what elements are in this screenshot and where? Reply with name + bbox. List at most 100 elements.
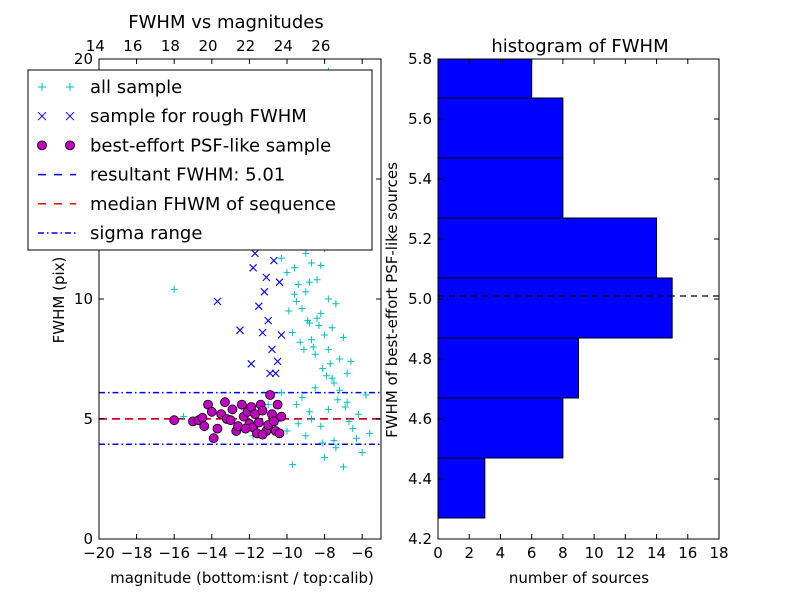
all-sample-point: [307, 259, 315, 267]
histogram-x-ticks: 0 2 4 6 8 10 12 14 16 18: [433, 59, 729, 562]
all-sample-point: [362, 391, 370, 399]
top-tick-label: 20: [198, 37, 217, 55]
rough-sample-point: [275, 278, 284, 287]
all-sample-point: [324, 295, 332, 303]
legend-label: best-effort PSF-like sample: [90, 135, 331, 156]
rough-sample-point: [260, 287, 269, 296]
y-tick-label: 5.2: [408, 230, 432, 248]
histogram-bar: [437, 58, 533, 99]
y-tick-label: 4.2: [408, 530, 432, 548]
rough-sample-point: [273, 357, 282, 366]
psf-sample-point: [197, 412, 208, 423]
all-sample-point: [343, 398, 351, 406]
histogram-y-label: FWHM of best-effort PSF-like sources: [383, 162, 401, 438]
all-sample-point: [264, 401, 272, 409]
all-sample-point: [330, 379, 338, 387]
rough-sample-point: [213, 297, 222, 306]
y-tick-label: 10: [74, 290, 93, 308]
all-sample-point: [277, 254, 285, 262]
all-sample-point: [349, 425, 357, 433]
histogram-y-ticks: 4.2 4.4 4.6 4.8 5.0 5.2 5.4 5.6 5.8: [408, 50, 719, 548]
rough-sample-point: [254, 302, 263, 311]
all-sample-point: [307, 336, 315, 344]
top-tick-label: 16: [123, 37, 142, 55]
all-sample-point: [330, 437, 338, 445]
all-sample-point: [358, 449, 366, 457]
y-tick-label: 5: [83, 410, 93, 428]
legend-entry: median FHWM of sequence: [38, 194, 336, 215]
all-sample-point: [332, 444, 340, 452]
scatter-legend: all sample sample for rough FWHM best-effo…: [27, 69, 373, 251]
x-tick-label: −18: [121, 544, 153, 562]
all-sample-point: [306, 408, 314, 416]
all-sample-point: [319, 439, 327, 447]
all-sample-point: [321, 331, 329, 339]
psf-sample-point: [225, 415, 236, 426]
all-sample-point: [339, 333, 347, 341]
psf-sample-point: [199, 421, 210, 432]
top-tick-label: 26: [311, 37, 330, 55]
legend-label: resultant FWHM: 5.01: [90, 165, 285, 186]
psf-sample-point: [276, 411, 287, 422]
histogram-bar: [437, 397, 564, 459]
x-tick-label: 12: [616, 544, 635, 562]
y-tick-label: 4.6: [408, 410, 432, 428]
all-sample-point: [302, 249, 310, 257]
y-tick-label: 5.6: [408, 110, 432, 128]
scatter-y-label: FWHM (pix): [50, 257, 68, 344]
all-sample-point: [317, 309, 325, 317]
all-sample-point: [326, 360, 334, 368]
legend-label: median FHWM of sequence: [90, 194, 336, 215]
all-sample-point: [322, 372, 330, 380]
psf-sample-point: [265, 390, 275, 400]
all-sample-point: [291, 264, 299, 272]
all-sample-point: [317, 422, 325, 430]
scatter-marks: [99, 67, 381, 471]
legend-label: all sample: [90, 77, 182, 98]
all-sample-point: [321, 453, 329, 461]
all-sample-point: [334, 396, 342, 404]
rough-sample-point: [266, 369, 274, 378]
x-tick-label: 0: [433, 544, 443, 562]
all-sample-point: [298, 393, 306, 401]
psf-sample-point: [208, 433, 219, 444]
all-sample-point: [339, 463, 347, 471]
all-sample-point: [306, 278, 314, 286]
legend-box: [27, 69, 373, 251]
scatter-panel: FWHM vs magnitudes 14 16 18 20 22 24 26 −20 −18…: [27, 12, 382, 587]
all-sample-point: [347, 357, 355, 365]
all-sample-point: [366, 429, 374, 437]
x-tick-label: −8: [314, 544, 336, 562]
all-sample-point: [313, 314, 321, 322]
x-tick-label: −14: [196, 544, 228, 562]
scatter-title: FWHM vs magnitudes: [128, 12, 323, 33]
legend-entry: resultant FWHM: 5.01: [38, 165, 285, 186]
legend-entry: best-effort PSF-like sample: [37, 135, 331, 156]
all-sample-point: [319, 365, 327, 373]
histogram-title: histogram of FWHM: [491, 36, 668, 57]
psf-sample-point: [257, 405, 268, 416]
all-sample-point: [292, 401, 300, 409]
all-sample-point: [296, 338, 304, 346]
all-sample-point: [307, 415, 315, 423]
top-tick-label: 22: [236, 37, 255, 55]
all-sample-point: [332, 300, 340, 308]
legend-entry: sample for rough FWHM: [37, 106, 307, 127]
all-sample-point: [317, 261, 325, 269]
all-sample-point: [324, 345, 332, 353]
legend-label: sample for rough FWHM: [90, 106, 307, 127]
rough-sample-point: [258, 328, 267, 337]
legend-x-marker: [65, 111, 75, 121]
all-sample-point: [294, 420, 302, 428]
y-tick-label: 4.8: [408, 350, 432, 368]
all-sample-point: [306, 319, 314, 327]
x-tick-label: 4: [496, 544, 506, 562]
rough-sample-point: [271, 369, 280, 378]
psf-sample-point: [227, 404, 238, 415]
psf-sample-point: [206, 406, 217, 417]
x-tick-label: 16: [678, 544, 697, 562]
x-tick-label: −20: [83, 544, 115, 562]
all-sample-point: [315, 321, 323, 329]
